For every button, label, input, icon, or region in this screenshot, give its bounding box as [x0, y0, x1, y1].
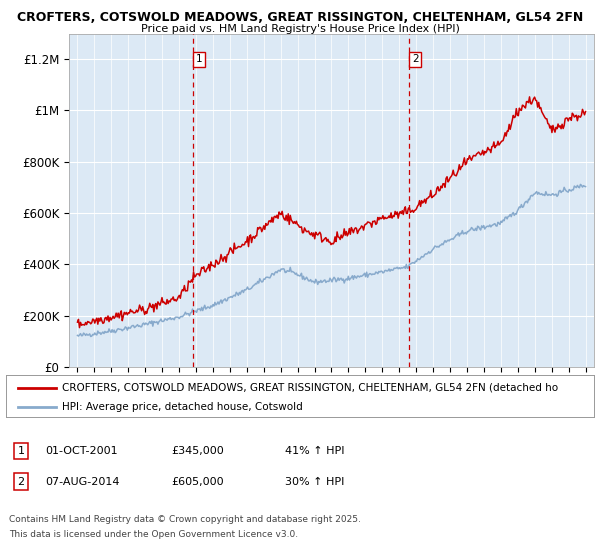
- Text: HPI: Average price, detached house, Cotswold: HPI: Average price, detached house, Cots…: [62, 402, 302, 412]
- Text: 01-OCT-2001: 01-OCT-2001: [45, 446, 118, 456]
- Text: 30% ↑ HPI: 30% ↑ HPI: [285, 477, 344, 487]
- Text: £345,000: £345,000: [171, 446, 224, 456]
- Text: 41% ↑ HPI: 41% ↑ HPI: [285, 446, 344, 456]
- Text: 1: 1: [17, 446, 25, 456]
- Text: 2: 2: [412, 54, 419, 64]
- Text: 1: 1: [196, 54, 202, 64]
- Text: 2: 2: [17, 477, 25, 487]
- Text: CROFTERS, COTSWOLD MEADOWS, GREAT RISSINGTON, CHELTENHAM, GL54 2FN (detached ho: CROFTERS, COTSWOLD MEADOWS, GREAT RISSIN…: [62, 383, 558, 393]
- Text: Price paid vs. HM Land Registry's House Price Index (HPI): Price paid vs. HM Land Registry's House …: [140, 24, 460, 34]
- Text: 07-AUG-2014: 07-AUG-2014: [45, 477, 119, 487]
- Text: £605,000: £605,000: [171, 477, 224, 487]
- Text: This data is licensed under the Open Government Licence v3.0.: This data is licensed under the Open Gov…: [9, 530, 298, 539]
- Text: Contains HM Land Registry data © Crown copyright and database right 2025.: Contains HM Land Registry data © Crown c…: [9, 515, 361, 524]
- Text: CROFTERS, COTSWOLD MEADOWS, GREAT RISSINGTON, CHELTENHAM, GL54 2FN: CROFTERS, COTSWOLD MEADOWS, GREAT RISSIN…: [17, 11, 583, 24]
